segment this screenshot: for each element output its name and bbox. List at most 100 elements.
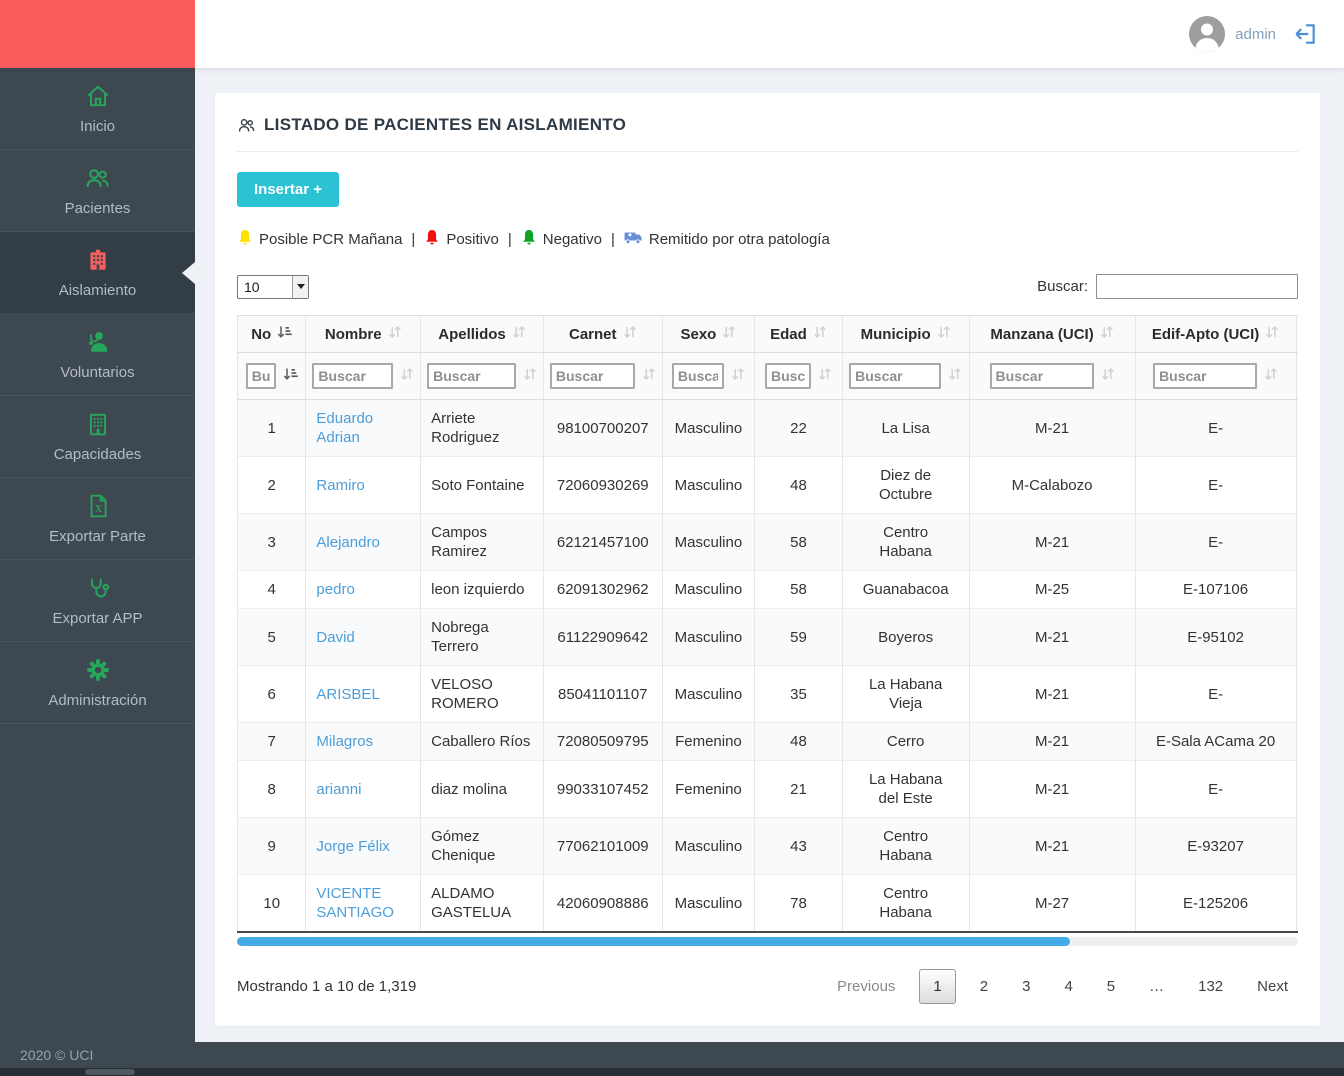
- table-cell-extra: [1295, 665, 1298, 723]
- column-header-sexo[interactable]: Sexo: [661, 315, 756, 353]
- table-cell: Alejandro: [305, 513, 422, 571]
- column-header-no[interactable]: No: [237, 315, 307, 353]
- sidebar-item-exportar-app[interactable]: Exportar APP: [0, 560, 195, 642]
- sort-icon[interactable]: [400, 367, 414, 385]
- scrollbar-thumb[interactable]: [237, 937, 1070, 946]
- pagination-page-1[interactable]: 1: [919, 969, 956, 1004]
- column-header-carnet[interactable]: Carnet: [542, 315, 663, 353]
- patient-name-link[interactable]: ARISBEL: [316, 685, 380, 703]
- sidebar-item-administraci-n[interactable]: Administración: [0, 642, 195, 724]
- pagination-page-132[interactable]: 132: [1198, 978, 1224, 995]
- page-length-select[interactable]: 10: [237, 274, 309, 299]
- sort-icon[interactable]: [388, 325, 402, 343]
- patient-name-link[interactable]: pedro: [316, 581, 355, 598]
- sidebar-item-label: Voluntarios: [60, 364, 135, 381]
- sort-icon[interactable]: [512, 325, 526, 343]
- legend-separator: |: [610, 231, 615, 248]
- table-cell-text: 21: [790, 780, 807, 798]
- pagination-page-2[interactable]: 2: [979, 978, 989, 995]
- column-filter-input-no[interactable]: [245, 363, 276, 389]
- sort-icon[interactable]: [937, 325, 951, 343]
- table-horizontal-scrollbar[interactable]: [237, 937, 1298, 946]
- pagination-previous[interactable]: Previous: [837, 978, 896, 995]
- sidebar-item-capacidades[interactable]: Capacidades: [0, 396, 195, 478]
- table-cell: Femenino: [661, 722, 756, 761]
- column-header-nombre[interactable]: Nombre: [305, 315, 422, 353]
- column-header-apellidos[interactable]: Apellidos: [420, 315, 544, 353]
- column-filter-input-municipio[interactable]: [849, 363, 942, 389]
- column-filter-input-edad[interactable]: [764, 363, 811, 389]
- column-header-municipio[interactable]: Municipio: [841, 315, 970, 353]
- patient-name-link[interactable]: arianni: [316, 780, 362, 798]
- sidebar-item-pacientes[interactable]: Pacientes: [0, 150, 195, 232]
- column-header-manzana-uci-[interactable]: Manzana (UCI): [968, 315, 1136, 353]
- patient-name-link[interactable]: Eduardo Adrian: [316, 410, 374, 446]
- column-header-edif-apto-uci-[interactable]: Edif-Apto (UCI): [1134, 315, 1297, 353]
- sort-icon[interactable]: [523, 367, 537, 385]
- column-filter-input-nombre[interactable]: [312, 363, 394, 389]
- column-filter-input-manzana-uci-[interactable]: [989, 363, 1094, 389]
- global-search-input[interactable]: [1096, 274, 1298, 299]
- sort-icon[interactable]: [731, 367, 745, 385]
- patient-name-link[interactable]: VICENTE SANTIAGO: [316, 885, 394, 921]
- sidebar-item-exportar-parte[interactable]: X Exportar Parte: [0, 478, 195, 560]
- pagination-page-3[interactable]: 3: [1022, 978, 1031, 995]
- logout-icon[interactable]: [1292, 21, 1318, 47]
- column-filter-input-sexo[interactable]: [671, 363, 724, 389]
- sort-icon[interactable]: [1101, 367, 1115, 385]
- sort-icon[interactable]: [1265, 325, 1279, 343]
- table-cell: 22: [754, 399, 843, 457]
- page-horizontal-scrollbar[interactable]: [0, 1068, 1344, 1076]
- sort-icon[interactable]: [948, 367, 962, 385]
- table-cell: 48: [754, 456, 843, 514]
- sidebar-item-voluntarios[interactable]: Voluntarios: [0, 314, 195, 396]
- table-cell-text: Guanabacoa: [862, 581, 949, 598]
- column-header-edad[interactable]: Edad: [754, 315, 843, 353]
- column-filter-input-edif-apto-uci-[interactable]: [1153, 363, 1258, 389]
- table-cell: Masculino: [661, 874, 756, 933]
- table-cell: E-: [1134, 665, 1297, 723]
- table-cell: Masculino: [661, 608, 756, 666]
- filter-cell: [1134, 352, 1297, 400]
- pagination-page-4[interactable]: 4: [1064, 978, 1073, 995]
- column-header-label: Apellidos: [438, 325, 506, 343]
- excel-file-icon: X: [8, 493, 187, 521]
- table-cell: 7: [237, 722, 307, 761]
- table-cell-text: M-21: [1034, 685, 1070, 703]
- sidebar-item-aislamiento[interactable]: Aislamiento: [0, 232, 195, 314]
- patient-name-link[interactable]: David: [316, 628, 355, 646]
- page-length-dropdown[interactable]: 10: [238, 275, 308, 298]
- sort-icon[interactable]: [813, 325, 827, 343]
- column-filter-input-carnet[interactable]: [549, 363, 635, 389]
- sort-icon[interactable]: [818, 367, 832, 385]
- column-header-label: Sexo: [680, 325, 717, 343]
- sort-icon[interactable]: [623, 325, 637, 343]
- sort-icon[interactable]: [1100, 325, 1114, 343]
- sort-icon[interactable]: [277, 325, 292, 343]
- table-cell: 6: [237, 665, 307, 723]
- pagination-page-5[interactable]: 5: [1106, 978, 1116, 995]
- table-cell: 58: [754, 570, 843, 609]
- table-cell: Centro Habana: [841, 817, 970, 875]
- table-cell: M-21: [968, 665, 1136, 723]
- page-scrollbar-thumb[interactable]: [85, 1069, 135, 1075]
- sort-icon[interactable]: [283, 367, 298, 385]
- sort-icon[interactable]: [722, 325, 736, 343]
- table-row: 8 arianni diaz molina 99033107452 Femenino 21…: [237, 760, 1298, 818]
- patient-name-link[interactable]: Jorge Félix: [316, 837, 390, 855]
- pagination-next[interactable]: Next: [1257, 978, 1288, 995]
- table-cell-text: 61122909642: [557, 628, 649, 646]
- insert-button[interactable]: Insertar +: [237, 172, 339, 207]
- table-cell-text: 48: [790, 733, 807, 750]
- sidebar-item-inicio[interactable]: Inicio: [0, 68, 195, 150]
- patient-name-link[interactable]: Milagros: [316, 733, 374, 750]
- table-cell-text: 99033107452: [556, 780, 649, 798]
- table-cell: Cerro: [841, 722, 970, 761]
- column-filter-input-apellidos[interactable]: [427, 363, 516, 389]
- user-menu[interactable]: admin: [1189, 0, 1318, 68]
- sort-icon[interactable]: [1264, 367, 1278, 385]
- patient-name-link[interactable]: Ramiro: [316, 476, 365, 494]
- patient-name-link[interactable]: Alejandro: [316, 533, 380, 551]
- pagination-ellipsis[interactable]: …: [1149, 978, 1165, 995]
- sort-icon[interactable]: [642, 367, 656, 385]
